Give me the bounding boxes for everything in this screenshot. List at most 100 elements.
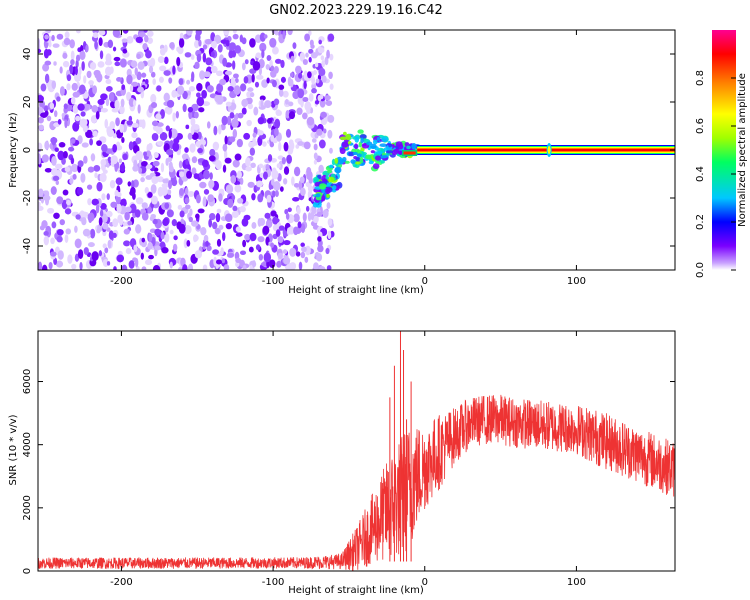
noise-blob — [187, 190, 195, 198]
noise-blob — [96, 181, 103, 192]
noise-blob — [320, 111, 327, 118]
noise-blob — [327, 230, 332, 240]
noise-blob — [70, 96, 76, 105]
noise-blob — [239, 250, 247, 256]
noise-blob — [228, 136, 236, 143]
noise-blob — [83, 75, 87, 84]
noise-blob — [115, 141, 121, 150]
signal-line-dip-core — [403, 151, 416, 155]
noise-blob — [92, 32, 99, 39]
noise-blob — [246, 91, 252, 99]
noise-blob — [198, 39, 202, 47]
noise-blob — [222, 57, 228, 67]
noise-blob — [237, 112, 244, 119]
noise-blob — [114, 99, 120, 110]
noise-blob — [197, 147, 203, 154]
noise-blob — [170, 128, 178, 139]
noise-blob — [78, 84, 86, 95]
noise-blob — [321, 60, 326, 68]
noise-blob — [229, 112, 235, 119]
noise-blob — [258, 253, 264, 261]
noise-blob — [71, 82, 78, 91]
noise-blob — [275, 229, 281, 237]
noise-blob — [38, 116, 44, 124]
noise-blob — [115, 177, 123, 186]
colorbar-tick-label: 0.2 — [695, 214, 706, 230]
noise-blob — [232, 33, 239, 40]
noise-blob — [302, 112, 308, 120]
noise-blob — [115, 117, 120, 127]
noise-blob — [321, 75, 327, 83]
noise-blob — [97, 98, 105, 105]
noise-blob — [164, 232, 170, 243]
noise-blob — [185, 124, 190, 130]
signal-line-band — [417, 149, 675, 151]
spectrogram-ytick-label: 20 — [22, 96, 33, 109]
noise-blob — [132, 257, 138, 263]
noise-blob — [47, 207, 55, 214]
noise-blob — [221, 115, 228, 126]
noise-blob — [263, 100, 272, 109]
noise-blob — [208, 179, 215, 189]
noise-blob — [150, 184, 157, 194]
noise-blob — [273, 181, 281, 191]
noise-blob — [128, 260, 135, 269]
transition-blob — [341, 141, 349, 148]
noise-blob — [147, 206, 153, 214]
noise-blob — [44, 60, 52, 66]
noise-blob — [166, 157, 173, 162]
noise-blob — [310, 211, 315, 221]
noise-blob — [287, 30, 293, 36]
noise-blob — [172, 112, 176, 122]
noise-blob — [236, 138, 243, 148]
noise-blob — [222, 143, 228, 152]
noise-blob — [232, 60, 236, 70]
noise-blob — [116, 254, 125, 263]
noise-blob — [209, 212, 216, 221]
noise-blob — [282, 90, 289, 98]
noise-blob — [252, 141, 258, 146]
transition-blob — [355, 161, 362, 165]
noise-blob — [86, 184, 93, 190]
noise-blob — [283, 256, 291, 265]
noise-blob — [119, 199, 127, 208]
noise-blob — [178, 160, 183, 169]
transition-blob — [372, 139, 378, 145]
noise-blob — [112, 30, 121, 38]
noise-blob — [56, 196, 64, 205]
noise-blob — [183, 238, 188, 249]
transition-blob — [334, 157, 339, 164]
noise-blob — [156, 176, 164, 183]
noise-blob — [243, 76, 249, 84]
noise-blob — [136, 53, 141, 60]
noise-blob — [46, 115, 52, 122]
noise-blob — [179, 210, 185, 218]
noise-blob — [126, 74, 133, 85]
noise-blob — [105, 97, 110, 107]
noise-blob — [208, 155, 216, 162]
noise-blob — [320, 55, 325, 61]
snr-frame — [37, 330, 676, 572]
noise-blob — [81, 217, 87, 226]
noise-blob — [237, 197, 244, 204]
noise-blob — [266, 117, 273, 124]
noise-blob — [252, 61, 261, 71]
spectrogram-xtick-label: -100 — [262, 276, 285, 287]
noise-blob — [196, 96, 205, 107]
noise-blob — [273, 98, 280, 106]
noise-blob — [262, 225, 270, 235]
noise-blob — [272, 79, 277, 88]
noise-blob — [245, 157, 251, 167]
noise-blob — [148, 254, 154, 260]
transition-blob — [339, 136, 348, 141]
noise-blob — [99, 209, 104, 217]
transition-blob — [355, 156, 361, 162]
noise-blob — [241, 107, 247, 115]
noise-blob — [150, 57, 156, 67]
noise-blob — [231, 210, 239, 218]
noise-blob — [210, 40, 217, 49]
noise-blob — [287, 207, 292, 213]
noise-blob — [134, 67, 138, 76]
noise-blob — [112, 143, 118, 153]
noise-blob — [74, 238, 82, 249]
